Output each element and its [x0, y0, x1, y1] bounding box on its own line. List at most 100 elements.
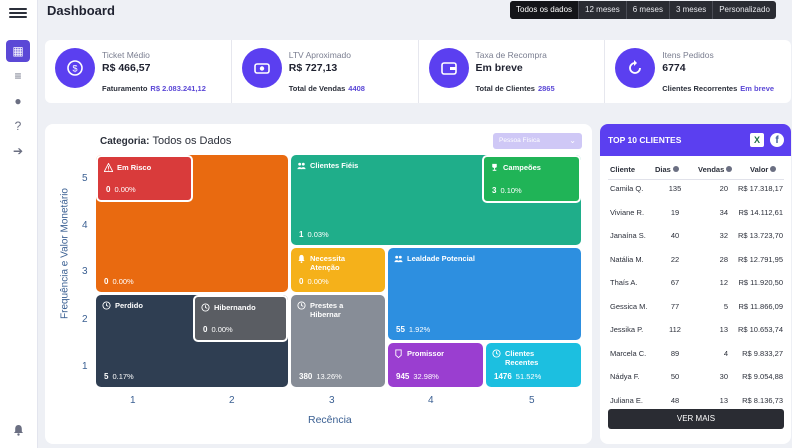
segment-count: 0 [104, 277, 109, 286]
rfm-segment-11[interactable]: Clientes Recentes 1476 51.52% [486, 343, 581, 387]
database-icon[interactable]: ≡ [14, 69, 22, 83]
x-tick-label: 3 [329, 395, 335, 406]
customer-type-select[interactable]: Pessoa Física ⌄ [493, 133, 582, 149]
cell-dias: 40 [670, 231, 680, 240]
ltv-icon [241, 48, 282, 88]
period-tab[interactable]: 6 meses [627, 1, 670, 19]
hamburger-menu-icon[interactable] [9, 6, 27, 20]
segment-percent: 13.26% [316, 372, 342, 381]
see-more-button[interactable]: VER MAIS [608, 409, 784, 429]
segment-name: Clientes Fiéis [310, 161, 359, 170]
y-tick-label: 5 [82, 173, 88, 184]
category-label-text: Categoria: [100, 136, 150, 147]
rfm-segment-4[interactable]: Hibernando 0 0.00% [193, 295, 288, 342]
dashboard-icon[interactable]: ▦ [6, 40, 30, 62]
column-header-label: Dias [655, 165, 671, 174]
rfm-segment-9[interactable]: Prestes a Hibernar 380 13.26% [291, 295, 385, 387]
segment-header: Clientes Recentes [492, 349, 567, 367]
cell-cliente: Juliana E. [610, 395, 643, 405]
segment-stats: 0 0.00% [104, 277, 134, 286]
cell-dias: 112 [669, 325, 681, 334]
kpi-card: LTV Aproximado R$ 727,13 Total de Vendas 44… [232, 40, 419, 103]
segment-stats: 1476 51.52% [494, 372, 541, 381]
segment-name: Necessita Atenção [310, 254, 346, 272]
x-tick-label: 2 [229, 395, 235, 406]
segment-name: Clientes Recentes [505, 349, 539, 367]
rfm-segment-10[interactable]: Promissor 945 32.98% [388, 343, 483, 387]
segment-name: Prestes a Hibernar [310, 301, 344, 319]
period-tab[interactable]: 3 meses [670, 1, 714, 19]
customer-type-select-value: Pessoa Física [499, 137, 540, 144]
segment-stats: 0 0.00% [203, 325, 233, 334]
table-row[interactable]: Viviane R. 19 34 R$ 14.112,61 [600, 208, 791, 231]
period-filter: Todos os dados 12 meses 6 meses 3 meses Pers… [510, 1, 776, 19]
table-row[interactable]: Marcela C. 89 4 R$ 9.833,27 [600, 349, 791, 372]
period-tab[interactable]: Personalizado [719, 5, 770, 14]
kpi-sub-value: 2865 [537, 84, 555, 93]
svg-text:$: $ [72, 64, 77, 74]
cell-vendas: 13 [719, 325, 728, 334]
segment-header: Perdido [102, 301, 143, 312]
cell-dias: 50 [670, 372, 680, 381]
table-row[interactable]: Nádya F. 50 30 R$ 9.054,88 [600, 372, 791, 395]
cell-valor: R$ 10.653,74 [737, 325, 783, 334]
table-row[interactable]: Juliana E. 48 13 R$ 8.136,73 [600, 396, 791, 419]
rfm-segment-8[interactable]: Lealdade Potencial 55 1.92% [388, 248, 581, 340]
help-icon[interactable]: ? [14, 119, 22, 133]
table-row[interactable]: Camila Q. 135 20 R$ 17.318,17 [600, 184, 791, 207]
info-icon [726, 166, 733, 172]
period-tab[interactable]: Todos os dados [510, 1, 580, 19]
column-header-label: Valor [750, 165, 769, 174]
y-tick-label: 3 [82, 266, 88, 277]
segment-stats: 945 32.98% [396, 372, 439, 381]
column-header-label: Cliente [610, 165, 636, 174]
logout-icon[interactable]: ➔ [12, 144, 24, 158]
cell-valor: R$ 17.318,17 [737, 184, 783, 193]
segment-percent: 0.17% [112, 372, 134, 381]
x-axis-label: Recência [308, 414, 352, 426]
cell-valor: R$ 9.833,27 [742, 348, 783, 358]
segment-badge-icon [394, 349, 407, 360]
rfm-segment-7[interactable]: Necessita Atenção 0 0.00% [291, 248, 385, 292]
rfm-segment-2[interactable]: Em Risco 0 0.00% [96, 155, 193, 202]
cell-dias: 135 [668, 184, 682, 193]
user-icon[interactable]: ● [14, 94, 22, 108]
segment-name: Campeões [503, 163, 541, 172]
cell-valor: R$ 8.136,73 [742, 395, 783, 405]
table-row[interactable]: Thaís A. 67 12 R$ 11.920,50 [600, 278, 791, 301]
table-row[interactable]: Natália M. 22 28 R$ 12.791,95 [600, 255, 791, 278]
excel-export-icon[interactable]: X [750, 133, 764, 147]
info-icon [770, 166, 777, 172]
period-tab[interactable]: 12 meses [579, 1, 627, 19]
bell-icon[interactable] [6, 419, 30, 441]
segment-count: 0 [203, 325, 208, 334]
segment-percent: 0.00% [112, 277, 134, 286]
table-row[interactable]: Gessica M. 77 5 R$ 11.866,09 [600, 302, 791, 325]
facebook-icon[interactable]: f [770, 133, 784, 147]
cell-vendas: 12 [719, 278, 728, 287]
cell-cliente: Viviane R. [610, 207, 645, 217]
segment-clock-icon [297, 301, 310, 312]
column-header-cliente: Cliente [610, 165, 635, 174]
cell-cliente: Nádya F. [610, 372, 640, 381]
kpi-label: Ticket Médio [102, 50, 150, 60]
segment-percent: 0.03% [307, 230, 329, 239]
segment-stats: 3 0.10% [492, 186, 522, 195]
rfm-segment-6[interactable]: Campeões 3 0.10% [482, 155, 581, 203]
column-header-valor: Valor [750, 165, 777, 174]
kpi-sub: Clientes Recorrentes Em breve [662, 84, 774, 93]
table-row[interactable]: Janaína S. 40 32 R$ 13.723,70 [600, 231, 791, 254]
kpi-sub: Faturamento R$ 2.083.241,12 [102, 84, 206, 93]
table-row[interactable]: Jessika P. 112 13 R$ 10.653,74 [600, 325, 791, 348]
kpi-label: LTV Aproximado [288, 50, 351, 60]
coin-icon: $ [55, 48, 95, 88]
y-tick-label: 4 [82, 220, 88, 231]
cell-valor: R$ 9.054,88 [742, 372, 783, 381]
cell-vendas: 5 [723, 301, 728, 311]
refresh-icon [615, 48, 656, 88]
cell-vendas: 34 [719, 207, 728, 217]
segment-count: 945 [396, 372, 410, 381]
segment-count: 1476 [494, 372, 512, 381]
table-header-divider [608, 179, 784, 180]
column-header-dias: Dias [655, 165, 679, 174]
